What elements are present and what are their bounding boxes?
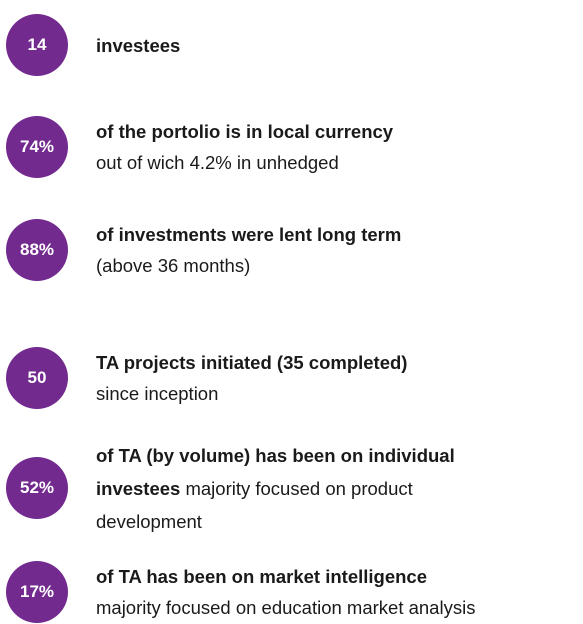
stat-item: 17% of TA has been on market intelligence… <box>6 560 475 624</box>
stat-circle: 52% <box>6 457 68 519</box>
stat-headline: investees <box>96 34 181 56</box>
stat-text: TA projects initiated (35 completed) sinc… <box>96 347 407 409</box>
stat-headline: of TA has been on market intelligence <box>96 566 428 587</box>
stat-text: investees <box>96 30 180 61</box>
stat-headline: of TA (by volume) has been on individual… <box>96 444 455 499</box>
stat-circle: 17% <box>6 561 68 623</box>
stat-headline: TA projects initiated (35 completed) <box>96 352 408 373</box>
stat-item: 74% of the portolio is in local currency o… <box>6 115 393 179</box>
stat-headline: of the portolio is in local currency <box>96 121 394 142</box>
stat-text: of TA (by volume) has been on individual… <box>96 439 461 538</box>
stat-item: 14 investees <box>6 13 180 77</box>
stat-detail: out of wich 4.2% in unhedged <box>96 152 339 173</box>
stat-text: of investments were lent long term (above… <box>96 219 401 281</box>
stat-circle: 74% <box>6 116 68 178</box>
stat-item: 50 TA projects initiated (35 completed) si… <box>6 346 407 410</box>
stat-text: of TA has been on market intelligence maj… <box>96 561 475 623</box>
stat-item: 88% of investments were lent long term (ab… <box>6 218 401 282</box>
stat-item: 52% of TA (by volume) has been on individ… <box>6 445 461 532</box>
stat-headline: of investments were lent long term <box>96 224 402 245</box>
stat-text: of the portolio is in local currency out … <box>96 116 393 178</box>
stat-circle: 50 <box>6 347 68 409</box>
stat-detail: majority focused on product development <box>96 477 413 532</box>
stat-circle: 88% <box>6 219 68 281</box>
stat-detail: majority focused on education market ana… <box>96 597 476 618</box>
stat-detail: since inception <box>96 383 219 404</box>
stat-circle: 14 <box>6 14 68 76</box>
stat-detail: (above 36 months) <box>96 255 251 276</box>
